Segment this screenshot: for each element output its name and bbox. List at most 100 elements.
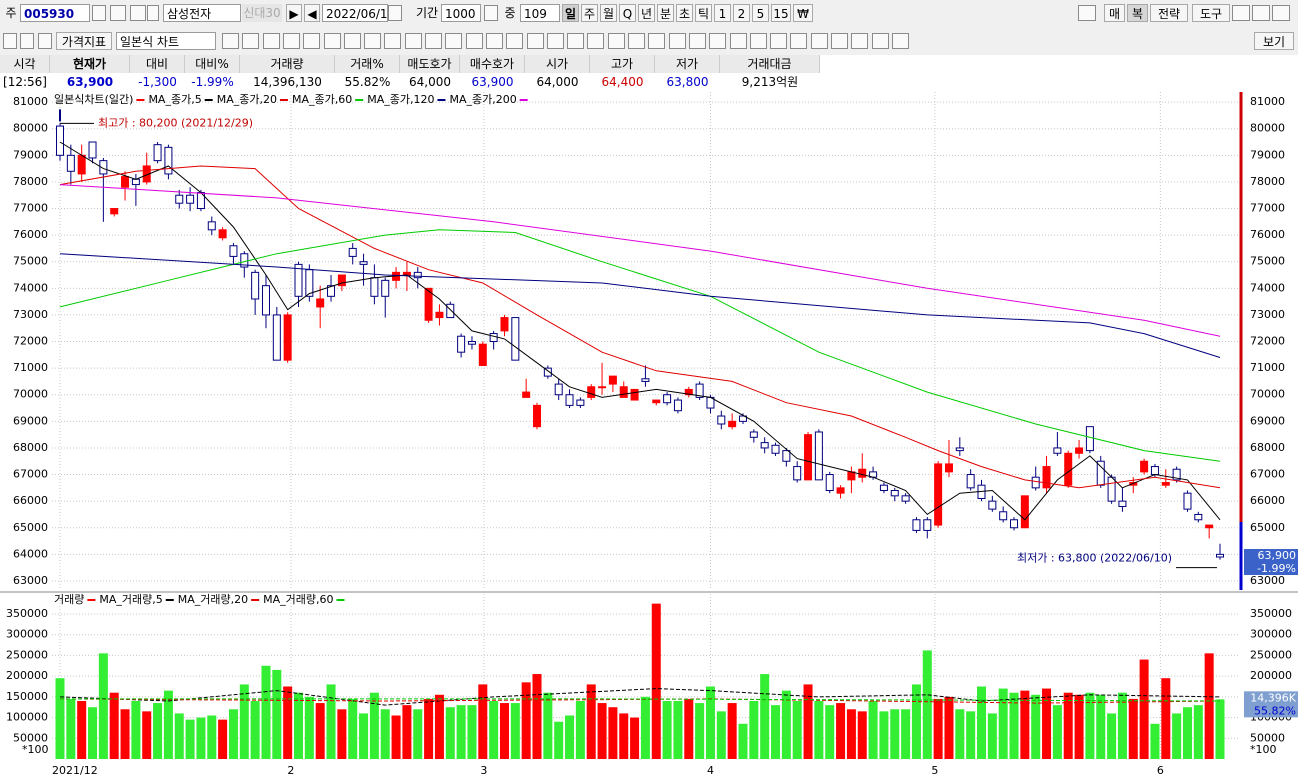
mode-button[interactable]: 도구 [1192,4,1230,22]
draw-tool[interactable] [851,33,869,49]
view-input[interactable]: 109 [520,4,560,22]
draw-tool[interactable] [607,33,625,49]
sort-button[interactable] [130,5,146,21]
interval-button[interactable]: 초 [676,4,693,22]
draw-tool[interactable] [526,33,544,49]
volume-bar [1215,699,1225,759]
draw-tool[interactable] [262,33,280,49]
volume-bar [239,684,249,759]
draw-tool[interactable] [790,33,808,49]
draw-tool[interactable] [749,33,767,49]
volume-bar [315,703,325,759]
period-input[interactable]: 1000 [441,4,481,22]
indicator-button[interactable]: 가격지표 [56,32,112,50]
mode-button[interactable]: 전략 [1150,4,1188,22]
interval-button[interactable]: 2 [733,4,750,22]
view-button[interactable]: 보기 [1254,32,1294,50]
draw-tool[interactable] [648,33,666,49]
interval-button[interactable]: 년 [638,4,655,22]
volume-bar [901,709,911,759]
tool-icon[interactable] [1078,5,1096,21]
interval-button[interactable]: Q [619,4,636,22]
draw-tool[interactable] [668,33,686,49]
draw-tool[interactable] [871,33,889,49]
interval-button[interactable]: 1 [714,4,731,22]
draw-tool[interactable] [465,33,483,49]
quote-value: -1,300 [138,75,177,89]
draw-tool[interactable] [364,33,382,49]
tool-icon[interactable] [1272,5,1290,21]
stock-code[interactable]: 005930 [20,4,90,22]
draw-tool[interactable] [709,33,727,49]
interval-button[interactable]: 월 [600,4,617,22]
tool-icon[interactable] [3,33,17,49]
interval-button[interactable]: 분 [657,4,674,22]
interval-button[interactable]: 틱 [695,4,712,22]
draw-tool[interactable] [343,33,361,49]
volume-bar [1117,692,1127,759]
draw-tool[interactable] [323,33,341,49]
draw-tool[interactable] [810,33,828,49]
draw-tool[interactable] [384,33,402,49]
draw-tool[interactable] [546,33,564,49]
draw-tool[interactable] [404,33,422,49]
candle-body [207,221,216,231]
interval-button[interactable]: 5 [752,4,769,22]
spinner[interactable] [484,5,498,21]
dropdown[interactable] [147,5,159,21]
candle-body [457,335,466,353]
date-input[interactable]: 2022/06/10 [322,4,395,22]
candle-body [934,463,943,526]
quote-header: 매수호가 [460,55,525,73]
mode-button[interactable]: 매 [1104,4,1125,22]
tool-icon[interactable] [1252,5,1270,21]
draw-tool[interactable] [729,33,747,49]
draw-tool[interactable] [506,33,524,49]
candle-body [272,314,281,361]
quote-value: 63,900 [66,75,114,89]
tool-icon[interactable] [38,33,52,49]
draw-tool[interactable] [891,33,909,49]
annotation-text: 최저가 : 63,800 (2022/06/10) [1017,552,1172,565]
volume-bar [684,698,694,759]
interval-button[interactable]: ₩ [793,4,813,22]
draw-tool[interactable] [831,33,848,49]
candle-body [543,367,552,377]
draw-tool[interactable] [222,33,239,49]
draw-tool[interactable] [628,33,645,49]
dropdown[interactable] [92,5,106,21]
mode-button[interactable]: 복 [1127,4,1148,22]
candle-body [836,487,845,494]
volume-bar [1182,707,1192,759]
tool-icon[interactable] [20,33,34,49]
y-tick-label: 64000 [13,547,48,560]
candle-body [1075,447,1084,454]
draw-tool[interactable] [445,33,463,49]
draw-tool[interactable] [567,33,585,49]
candle-body [1205,524,1214,529]
draw-tool[interactable] [770,33,788,49]
interval-button[interactable]: 일 [562,4,579,22]
y-tick-label: 69000 [1250,414,1285,427]
last-value-label: 14,396K [1250,691,1296,704]
y-tick-label: 69000 [13,414,48,427]
next-button[interactable]: ▶ [286,4,302,22]
draw-tool[interactable] [303,33,321,49]
prev-button[interactable]: ◀ [304,4,320,22]
stock-name[interactable]: 삼성전자 [163,4,241,22]
draw-tool[interactable] [242,33,260,49]
candle-body [381,279,390,297]
search-button[interactable] [110,5,126,21]
tool-icon[interactable] [1232,5,1250,21]
volume-bar [55,678,65,759]
draw-tool[interactable] [485,33,503,49]
draw-tool[interactable] [425,33,442,49]
draw-tool[interactable] [688,33,706,49]
y-tick-label: 68000 [1250,441,1285,454]
dropdown[interactable] [388,5,402,21]
draw-tool[interactable] [587,33,605,49]
chart-kind[interactable]: 일본식 차트 [116,32,216,50]
interval-button[interactable]: 주 [581,4,598,22]
interval-button[interactable]: 15 [771,4,791,22]
draw-tool[interactable] [282,33,300,49]
